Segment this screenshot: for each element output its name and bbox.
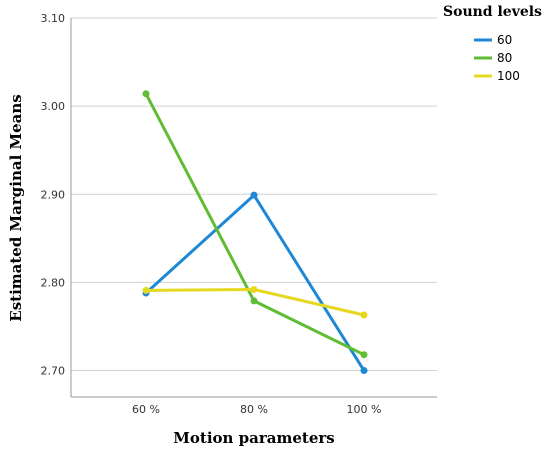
- series-group: [142, 90, 368, 375]
- legend-title: Sound levels: [443, 4, 542, 20]
- legend: Sound levels 60 80 100: [443, 4, 542, 83]
- x-tick-label: 80 %: [240, 403, 268, 416]
- x-axis-title: Motion parameters: [173, 429, 334, 447]
- data-point-100: [360, 311, 368, 319]
- y-tick-label: 3.10: [41, 12, 66, 25]
- series-line-80: [144, 93, 365, 357]
- y-tick-label: 2.80: [41, 276, 66, 289]
- data-point-80: [142, 90, 150, 98]
- data-point-60: [250, 191, 258, 199]
- x-tick-label: 100 %: [347, 403, 382, 416]
- data-point-60: [360, 367, 368, 375]
- x-tick-label: 60 %: [132, 403, 160, 416]
- y-tick-label: 3.00: [41, 100, 66, 113]
- legend-label-80: 80: [497, 51, 512, 65]
- y-tick-labels: 2.70 2.80 2.90 3.00 3.10: [41, 12, 66, 378]
- legend-items: 60 80 100: [474, 33, 520, 83]
- y-tick-label: 2.90: [41, 188, 66, 201]
- data-point-100: [142, 286, 150, 294]
- data-point-100: [250, 285, 258, 293]
- data-point-80: [250, 297, 258, 305]
- y-axis-title: Estimated Marginal Means: [7, 94, 25, 321]
- legend-label-100: 100: [497, 69, 520, 83]
- y-tick-label: 2.70: [41, 365, 66, 378]
- x-tick-labels: 60 % 80 % 100 %: [132, 403, 381, 416]
- axes: [70, 18, 437, 398]
- data-point-80: [360, 351, 368, 359]
- legend-label-60: 60: [497, 33, 512, 47]
